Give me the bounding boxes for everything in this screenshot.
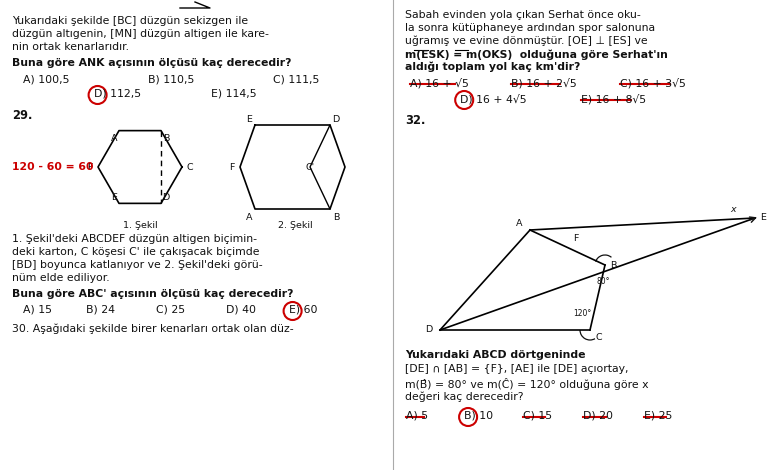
Text: A) 15: A) 15: [23, 305, 52, 315]
Text: E: E: [760, 213, 766, 222]
Text: D) 16 + 4√5: D) 16 + 4√5: [460, 94, 526, 104]
Text: D) 40: D) 40: [226, 305, 256, 315]
Text: C) 111,5: C) 111,5: [273, 74, 319, 84]
Text: E) 60: E) 60: [289, 305, 317, 315]
Text: B) 24: B) 24: [86, 305, 115, 315]
Text: A: A: [246, 212, 252, 221]
Text: A: A: [111, 134, 117, 143]
Text: A) 16 + √5: A) 16 + √5: [410, 78, 468, 88]
Text: la sonra kütüphaneye ardından spor salonuna: la sonra kütüphaneye ardından spor salon…: [405, 23, 655, 33]
Text: düzgün altıgenin, [MN] düzgün altigen ile kare-: düzgün altıgenin, [MN] düzgün altigen il…: [12, 29, 269, 39]
Text: E: E: [111, 193, 117, 202]
Text: F: F: [573, 234, 579, 243]
Text: A) 5: A) 5: [406, 411, 427, 421]
Text: D) 112,5: D) 112,5: [94, 89, 140, 99]
Text: C: C: [595, 333, 601, 342]
Text: deki karton, C köşesi C' ile çakışacak biçimde: deki karton, C köşesi C' ile çakışacak b…: [12, 247, 260, 257]
Text: [BD] boyunca katlanıyor ve 2. Şekil'deki görü-: [BD] boyunca katlanıyor ve 2. Şekil'deki…: [12, 260, 263, 270]
Text: 120 - 60 = 60: 120 - 60 = 60: [12, 162, 94, 172]
Text: F: F: [87, 163, 93, 172]
Text: E: E: [246, 116, 252, 125]
Text: E) 16 + 8√5: E) 16 + 8√5: [581, 94, 646, 104]
Text: A) 100,5: A) 100,5: [23, 74, 70, 84]
Text: B: B: [163, 134, 169, 143]
Text: B: B: [333, 212, 339, 221]
Text: uğramış ve evine dönmüştür. [OE] ⊥ [ES] ve: uğramış ve evine dönmüştür. [OE] ⊥ [ES] …: [405, 36, 647, 47]
Text: x: x: [730, 205, 736, 214]
Text: B: B: [610, 260, 616, 269]
Text: 120°: 120°: [573, 309, 591, 318]
Text: m(B̂) = 80° ve m(Ĉ) = 120° olduğuna göre x: m(B̂) = 80° ve m(Ĉ) = 120° olduğuna göre…: [405, 378, 648, 390]
Text: B) 110,5: B) 110,5: [148, 74, 194, 84]
Text: F: F: [229, 163, 235, 172]
Text: değeri kaç derecedir?: değeri kaç derecedir?: [405, 391, 523, 401]
Text: E) 114,5: E) 114,5: [211, 89, 256, 99]
Text: C) 15: C) 15: [523, 411, 551, 421]
Text: 30. Aşağıdaki şekilde birer kenarları ortak olan düz-: 30. Aşağıdaki şekilde birer kenarları or…: [12, 323, 293, 334]
Text: Yukarıdaki şekilde [BC] düzgün sekizgen ile: Yukarıdaki şekilde [BC] düzgün sekizgen …: [12, 16, 248, 26]
Text: 32.: 32.: [405, 114, 425, 127]
Text: B) 16 + 2√5: B) 16 + 2√5: [511, 78, 576, 88]
Text: 2. Şekil: 2. Şekil: [278, 221, 312, 230]
Text: aldığı toplam yol kaç km'dir?: aldığı toplam yol kaç km'dir?: [405, 62, 580, 72]
Text: A: A: [516, 219, 522, 228]
Text: Sabah evinden yola çıkan Serhat önce oku-: Sabah evinden yola çıkan Serhat önce oku…: [405, 10, 640, 20]
Text: D: D: [162, 193, 169, 202]
Text: 29.: 29.: [12, 109, 33, 122]
Text: nüm elde ediliyor.: nüm elde ediliyor.: [12, 273, 110, 283]
Text: C: C: [186, 163, 193, 172]
Text: D) 20: D) 20: [583, 411, 613, 421]
Text: E) 25: E) 25: [644, 411, 672, 421]
Text: 80°: 80°: [596, 277, 610, 286]
Text: C': C': [306, 163, 314, 172]
Text: D: D: [425, 326, 432, 335]
Text: m(ESK) = m(OKS)  olduğuna göre Serhat'ın: m(ESK) = m(OKS) olduğuna göre Serhat'ın: [405, 49, 668, 60]
Text: D: D: [332, 116, 339, 125]
Text: Buna göre ABC' açısının ölçüsü kaç derecedir?: Buna göre ABC' açısının ölçüsü kaç derec…: [12, 289, 293, 299]
Text: C) 25: C) 25: [156, 305, 185, 315]
Text: B) 10: B) 10: [464, 411, 493, 421]
Text: nin ortak kenarlarıdır.: nin ortak kenarlarıdır.: [12, 42, 129, 52]
Text: [DE] ∩ [AB] = {F}, [AE] ile [DE] açıortay,: [DE] ∩ [AB] = {F}, [AE] ile [DE] açıorta…: [405, 364, 629, 374]
Text: Buna göre ANK açısının ölçüsü kaç derecedir?: Buna göre ANK açısının ölçüsü kaç derece…: [12, 58, 292, 68]
Text: C) 16 + 3√5: C) 16 + 3√5: [620, 78, 686, 88]
Text: 1. Şekil: 1. Şekil: [122, 221, 158, 230]
Text: 1. Şekil'deki ABCDEF düzgün altigen biçimin-: 1. Şekil'deki ABCDEF düzgün altigen biçi…: [12, 234, 257, 244]
Text: Yukarıdaki ABCD dörtgeninde: Yukarıdaki ABCD dörtgeninde: [405, 350, 586, 360]
